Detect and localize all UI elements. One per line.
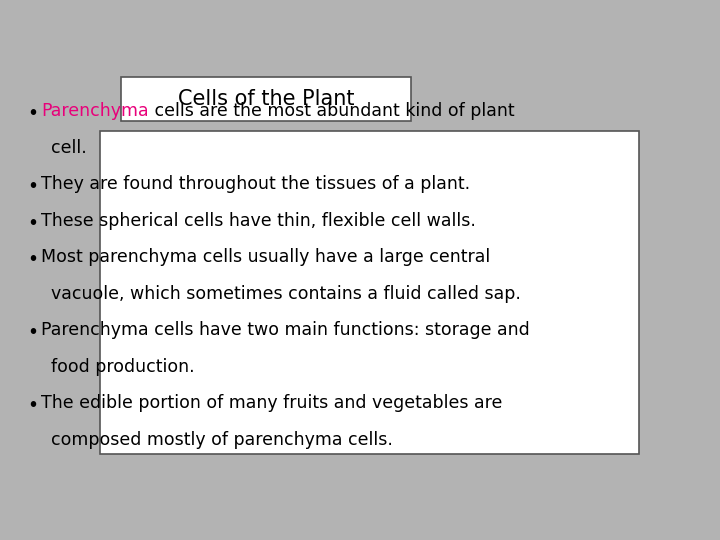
Text: •: •	[27, 214, 38, 233]
Text: They are found throughout the tissues of a plant.: They are found throughout the tissues of…	[41, 176, 470, 193]
Text: Parenchyma cells have two main functions: storage and: Parenchyma cells have two main functions…	[41, 321, 530, 340]
Text: cells are the most abundant kind of plant: cells are the most abundant kind of plan…	[148, 103, 514, 120]
Text: •: •	[27, 323, 38, 342]
Text: food production.: food production.	[51, 358, 194, 376]
Text: Cells of the Plant: Cells of the Plant	[178, 89, 354, 109]
Text: •: •	[27, 396, 38, 415]
Text: The edible portion of many fruits and vegetables are: The edible portion of many fruits and ve…	[41, 394, 503, 413]
FancyBboxPatch shape	[121, 77, 411, 121]
Text: cell.: cell.	[51, 139, 86, 157]
Text: •: •	[27, 251, 38, 269]
Text: vacuole, which sometimes contains a fluid called sap.: vacuole, which sometimes contains a flui…	[51, 285, 521, 303]
Text: Parenchyma: Parenchyma	[41, 103, 148, 120]
FancyBboxPatch shape	[100, 131, 639, 454]
Text: These spherical cells have thin, flexible cell walls.: These spherical cells have thin, flexibl…	[41, 212, 476, 230]
Text: •: •	[27, 104, 38, 124]
Text: •: •	[27, 178, 38, 197]
Text: composed mostly of parenchyma cells.: composed mostly of parenchyma cells.	[51, 431, 393, 449]
Text: Most parenchyma cells usually have a large central: Most parenchyma cells usually have a lar…	[41, 248, 490, 266]
